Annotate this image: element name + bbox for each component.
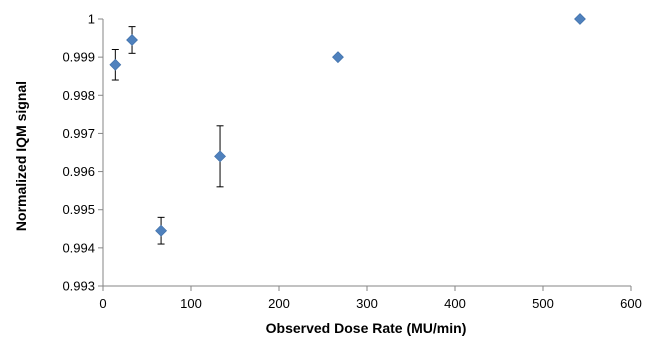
y-tick-label: 0.999 — [62, 50, 95, 65]
y-axis-title: Normalized IQM signal — [13, 81, 29, 231]
x-tick-label: 600 — [620, 296, 642, 311]
x-tick-label: 400 — [444, 296, 466, 311]
data-point-marker — [574, 13, 586, 25]
data-point-marker — [214, 150, 226, 163]
y-tick-label: 0.997 — [62, 126, 95, 141]
data-point-marker — [109, 58, 122, 71]
y-tick-label: 0.995 — [62, 202, 95, 217]
x-tick-label: 100 — [180, 296, 202, 311]
x-tick-label: 0 — [99, 296, 106, 311]
x-tick-label: 500 — [532, 296, 554, 311]
y-tick-label: 0.998 — [62, 88, 95, 103]
x-axis-title: Observed Dose Rate (MU/min) — [266, 320, 467, 336]
axes — [98, 18, 632, 291]
y-tick-label: 1 — [88, 12, 95, 27]
x-tick-label: 200 — [268, 296, 290, 311]
y-tick-label: 0.994 — [62, 240, 95, 255]
data-point-marker — [155, 224, 168, 237]
tick-labels: 0.993 0.994 0.995 0.996 0.997 0.998 0.999 1 0 100… — [62, 12, 641, 312]
data-point-marker — [126, 34, 138, 46]
data-point-marker — [332, 51, 344, 64]
y-tick-label: 0.993 — [62, 279, 95, 294]
data-points — [109, 13, 586, 245]
x-tick-label: 300 — [356, 296, 378, 311]
y-tick-label: 0.996 — [62, 164, 95, 179]
